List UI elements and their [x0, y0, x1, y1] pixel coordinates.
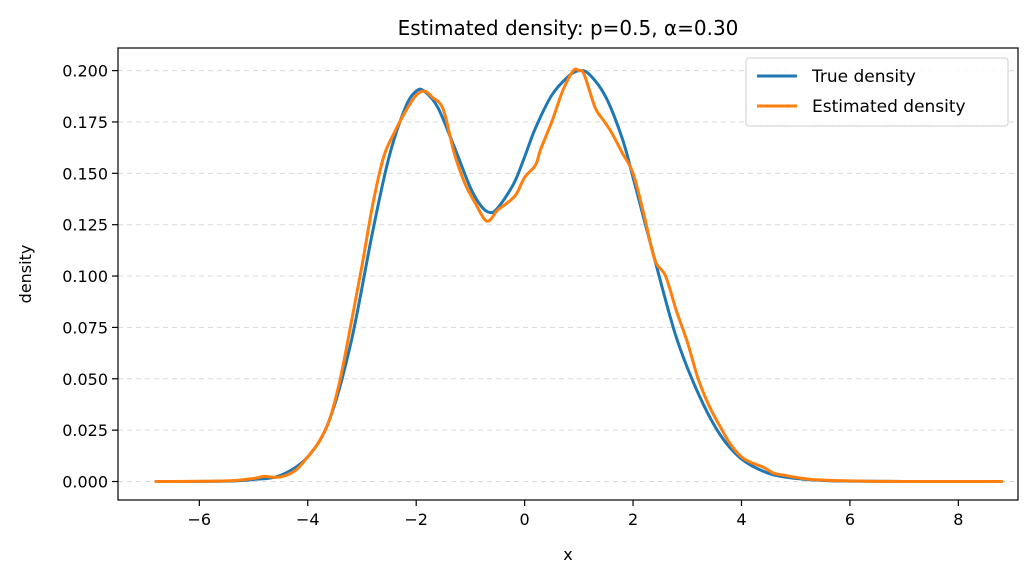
- x-tick-label: −4: [296, 510, 320, 529]
- grid-lines: [118, 70, 1018, 483]
- series-line-estimated-density: [154, 67, 1004, 484]
- y-tick-label: 0.150: [62, 164, 108, 183]
- y-axis: 0.000 0.025 0.050 0.075 0.100 0.125 0.150 0.175…: [62, 62, 118, 492]
- x-axis: −6 −4 −2 0 2 4 6 8: [188, 500, 963, 529]
- y-tick-label: 0.200: [62, 62, 108, 81]
- x-tick-label: 6: [845, 510, 855, 529]
- x-tick-label: −2: [404, 510, 428, 529]
- series-lines: [154, 67, 1004, 484]
- series-line-true-density: [154, 68, 1004, 484]
- y-tick-label: 0.025: [62, 421, 108, 440]
- y-axis-label: density: [16, 245, 35, 304]
- y-tick-label: 0.175: [62, 113, 108, 132]
- y-tick-label: 0.100: [62, 267, 108, 286]
- plot-frame: [117, 47, 1019, 501]
- x-tick-label: 2: [628, 510, 638, 529]
- legend: True density Estimated density: [745, 57, 1009, 127]
- y-tick-label: 0.000: [62, 473, 108, 492]
- x-tick-label: 4: [736, 510, 746, 529]
- x-tick-label: 8: [953, 510, 963, 529]
- legend-label-estimated-density: Estimated density: [812, 97, 966, 117]
- x-tick-label: −6: [188, 510, 212, 529]
- y-tick-label: 0.075: [62, 318, 108, 337]
- x-tick-label: 0: [520, 510, 530, 529]
- legend-box: [745, 57, 1009, 127]
- chart-title: Estimated density: p=0.5, α=0.30: [398, 16, 739, 40]
- y-tick-label: 0.125: [62, 216, 108, 235]
- legend-label-true-density: True density: [811, 67, 916, 87]
- y-tick-label: 0.050: [62, 370, 108, 389]
- x-axis-label: x: [563, 545, 572, 564]
